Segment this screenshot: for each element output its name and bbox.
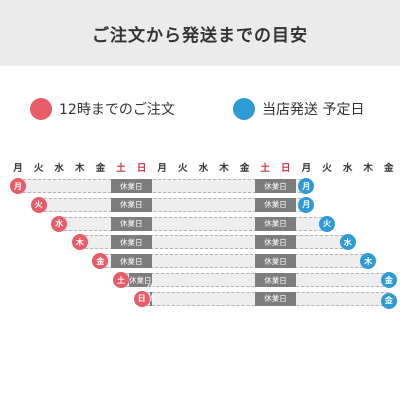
holiday-block: 休業日 (111, 197, 152, 212)
weekday-label: 水 (342, 163, 353, 174)
legend-ship: 当店発送 予定日 (233, 97, 364, 121)
weekday-label: 水 (54, 163, 64, 174)
weekday-label: 金 (384, 163, 394, 174)
order-day-badge: 水 (51, 215, 68, 232)
order-day-badge: 火 (30, 196, 47, 213)
ship-day-badge: 木 (360, 253, 377, 270)
holiday-block: 休業日 (255, 235, 296, 250)
legend-order: 12時までのご注文 (30, 97, 175, 121)
weekday-label: 金 (95, 163, 106, 174)
weekday-label: 水 (198, 163, 209, 174)
order-day-badge: 日 (133, 290, 150, 307)
schedule-row-track (38, 197, 307, 212)
weekday-label: 土 (116, 163, 126, 174)
ship-day-badge: 金 (380, 272, 397, 288)
weekday-label: 日 (136, 163, 147, 174)
holiday-block: 休業日 (255, 179, 296, 193)
weekday-label: 月 (157, 163, 167, 174)
ship-day-badge: 月 (298, 178, 315, 194)
ship-dot-icon (233, 98, 255, 120)
holiday-block: 休業日 (255, 216, 296, 231)
ship-day-badge: 月 (298, 196, 315, 213)
holiday-block: 休業日 (111, 179, 152, 193)
holiday-block: 休業日 (255, 291, 296, 306)
page-title: ご注文から発送までの目安 (92, 25, 308, 46)
order-day-badge: 土 (113, 272, 129, 288)
order-day-badge: 月 (10, 178, 26, 194)
weekday-label: 火 (178, 163, 188, 174)
ship-day-badge: 水 (339, 234, 356, 251)
holiday-block: 休業日 (255, 273, 296, 287)
weekday-label: 火 (322, 163, 332, 174)
schedule-row-track (121, 273, 389, 287)
title-bar: ご注文から発送までの目安 (0, 0, 400, 66)
weekday-label: 木 (75, 163, 85, 174)
ship-day-badge: 金 (380, 292, 397, 309)
holiday-block: 休業日 (111, 235, 152, 250)
holiday-block: 休業日 (146, 283, 155, 315)
order-dot-icon (30, 98, 52, 120)
schedule-row-track (100, 254, 369, 269)
holiday-block: 休業日 (111, 216, 152, 231)
holiday-block: 休業日 (111, 254, 152, 269)
weekday-label: 土 (260, 163, 270, 174)
weekday-label: 金 (239, 163, 250, 174)
schedule-row-track (18, 179, 307, 193)
weekday-label: 月 (301, 163, 312, 174)
order-day-badge: 木 (71, 234, 88, 251)
weekday-label: 木 (219, 163, 229, 174)
weekday-label: 日 (281, 163, 291, 174)
weekday-label: 木 (363, 163, 373, 174)
weekday-label: 月 (13, 163, 23, 174)
weekday-label: 火 (33, 163, 44, 174)
legend-order-label: 12時までのご注文 (59, 102, 175, 118)
legend-ship-label: 当店発送 予定日 (262, 102, 365, 118)
holiday-block: 休業日 (255, 254, 296, 269)
holiday-block: 休業日 (255, 197, 296, 212)
ship-day-badge: 火 (319, 215, 335, 232)
holiday-block: 休業日 (129, 273, 152, 287)
order-day-badge: 金 (92, 253, 109, 270)
